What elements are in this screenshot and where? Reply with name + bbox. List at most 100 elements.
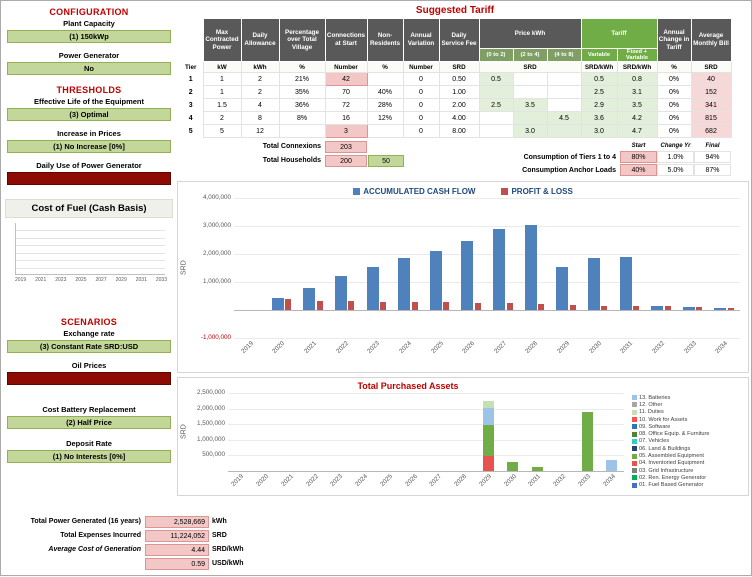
tariff-cell-p2[interactable]: 3.5	[512, 98, 548, 112]
tariff-cell-chg[interactable]: 0%	[656, 124, 692, 138]
tariff-cell-kw[interactable]: 1	[202, 85, 242, 99]
summary-value[interactable]: 4.44	[145, 543, 209, 556]
increase-prices-select[interactable]: (1) No Increase [0%]	[7, 140, 171, 153]
tariff-cell-pct[interactable]: 21%	[278, 72, 326, 86]
tariff-cell-kwh[interactable]: 8	[240, 111, 280, 125]
tariff-cell-bill[interactable]: 341	[690, 98, 732, 112]
consumption-value[interactable]: 40%	[620, 164, 657, 176]
summary-value[interactable]: 2,528,669	[145, 515, 209, 528]
consumption-value[interactable]: 5.0%	[657, 164, 694, 176]
fuel-cost-chart[interactable]	[15, 223, 165, 275]
tariff-cell-p2[interactable]	[512, 72, 548, 86]
total-connexions-value[interactable]: 203	[325, 140, 367, 153]
tariff-cell-chg[interactable]: 0%	[656, 85, 692, 99]
summary-value[interactable]: 11,224,052	[145, 529, 209, 542]
tariff-cell-bill[interactable]: 152	[690, 85, 732, 99]
tariff-cell-p1[interactable]	[478, 111, 514, 125]
tariff-cell-tier[interactable]: 4	[188, 114, 193, 122]
tariff-cell-kwh[interactable]: 2	[240, 72, 280, 86]
tariff-cell-fee[interactable]: 4.00	[438, 111, 480, 125]
tariff-cell-tier[interactable]: 5	[188, 127, 193, 135]
tariff-cell-p2[interactable]	[512, 111, 548, 125]
tariff-cell-p3[interactable]: 4.5	[546, 111, 582, 125]
tariff-cell-nonres[interactable]	[366, 72, 404, 86]
effective-life-select[interactable]: (3) Optimal	[7, 108, 171, 121]
consumption-value[interactable]: 87%	[694, 164, 731, 176]
tariff-cell-annvar[interactable]: 0	[402, 72, 440, 86]
tariff-cell-variable[interactable]: 3.0	[580, 124, 618, 138]
tariff-cell-kw[interactable]: 1.5	[202, 98, 242, 112]
tariff-cell-p3[interactable]	[546, 85, 582, 99]
tariff-cell-fixed_variable[interactable]: 3.1	[616, 85, 658, 99]
tariff-cell-nonres[interactable]: 28%	[366, 98, 404, 112]
tariff-cell-bill[interactable]: 815	[690, 111, 732, 125]
consumption-value[interactable]: 80%	[620, 151, 657, 163]
tariff-cell-fixed_variable[interactable]: 3.5	[616, 98, 658, 112]
tariff-cell-fee[interactable]: 2.00	[438, 98, 480, 112]
assets-chart[interactable]: Total Purchased Assets SRD 2,500,000 2,00…	[177, 377, 749, 496]
exchange-rate-select[interactable]: (3) Constant Rate SRD:USD	[7, 340, 171, 353]
tariff-cell-p3[interactable]	[546, 98, 582, 112]
tariff-cell-conn[interactable]: 72	[324, 98, 368, 112]
tariff-cell-p1[interactable]	[478, 124, 514, 138]
tariff-cell-kwh[interactable]: 2	[240, 85, 280, 99]
tariff-cell-annvar[interactable]: 0	[402, 124, 440, 138]
tariff-cell-pct[interactable]: 8%	[278, 111, 326, 125]
tariff-cell-chg[interactable]: 0%	[656, 72, 692, 86]
consumption-value[interactable]: 94%	[694, 151, 731, 163]
tariff-cell-p3[interactable]	[546, 72, 582, 86]
tariff-cell-kw[interactable]: 5	[202, 124, 242, 138]
tariff-cell-variable[interactable]: 0.5	[580, 72, 618, 86]
summary-value[interactable]: 0.59	[145, 557, 209, 570]
tariff-cell-annvar[interactable]: 0	[402, 98, 440, 112]
tariff-cell-p3[interactable]	[546, 124, 582, 138]
tariff-cell-p1[interactable]: 0.5	[478, 72, 514, 86]
tariff-cell-p1[interactable]	[478, 85, 514, 99]
daily-generator-select[interactable]	[7, 172, 171, 185]
tariff-cell-fee[interactable]: 8.00	[438, 124, 480, 138]
tariff-cell-fixed_variable[interactable]: 4.7	[616, 124, 658, 138]
tariff-cell-fixed_variable[interactable]: 4.2	[616, 111, 658, 125]
tariff-cell-tier[interactable]: 2	[188, 88, 193, 96]
tariff-cell-annvar[interactable]: 0	[402, 85, 440, 99]
total-households-value[interactable]: 200	[325, 154, 367, 167]
tariff-cell-chg[interactable]: 0%	[656, 111, 692, 125]
total-households-extra[interactable]: 50	[368, 154, 404, 167]
tariff-cell-bill[interactable]: 40	[690, 72, 732, 86]
tariff-cell-kw[interactable]: 2	[202, 111, 242, 125]
tariff-cell-p2[interactable]: 3.0	[512, 124, 548, 138]
plant-capacity-select[interactable]: (1) 150kWp	[7, 30, 171, 43]
tariff-cell-bill[interactable]: 682	[690, 124, 732, 138]
tariff-cell-conn[interactable]: 3	[324, 124, 368, 138]
tariff-cell-p1[interactable]: 2.5	[478, 98, 514, 112]
battery-replacement-select[interactable]: (2) Half Price	[7, 416, 171, 429]
tariff-cell-chg[interactable]: 0%	[656, 98, 692, 112]
tariff-cell-conn[interactable]: 70	[324, 85, 368, 99]
tariff-cell-conn[interactable]: 42	[324, 72, 368, 86]
tariff-cell-annvar[interactable]: 0	[402, 111, 440, 125]
tariff-cell-nonres[interactable]: 12%	[366, 111, 404, 125]
tariff-cell-p2[interactable]	[512, 85, 548, 99]
tariff-cell-pct[interactable]	[278, 124, 326, 138]
consumption-value[interactable]: 1.0%	[657, 151, 694, 163]
tariff-cell-fee[interactable]: 0.50	[438, 72, 480, 86]
tariff-cell-tier[interactable]: 1	[188, 75, 193, 83]
tariff-cell-variable[interactable]: 3.6	[580, 111, 618, 125]
tariff-cell-fee[interactable]: 1.00	[438, 85, 480, 99]
tariff-cell-pct[interactable]: 36%	[278, 98, 326, 112]
tariff-cell-fixed_variable[interactable]: 0.8	[616, 72, 658, 86]
oil-prices-select[interactable]	[7, 372, 171, 385]
tariff-cell-nonres[interactable]: 40%	[366, 85, 404, 99]
tariff-cell-conn[interactable]: 16	[324, 111, 368, 125]
tariff-cell-variable[interactable]: 2.5	[580, 85, 618, 99]
deposit-rate-select[interactable]: (1) No Interests [0%]	[7, 450, 171, 463]
tariff-cell-kwh[interactable]: 12	[240, 124, 280, 138]
power-generator-select[interactable]: No	[7, 62, 171, 75]
tariff-cell-kwh[interactable]: 4	[240, 98, 280, 112]
tariff-cell-kw[interactable]: 1	[202, 72, 242, 86]
cashflow-chart[interactable]: ACCUMULATED CASH FLOW PROFIT & LOSS SRD 4…	[177, 181, 749, 373]
tariff-cell-variable[interactable]: 2.9	[580, 98, 618, 112]
tariff-cell-tier[interactable]: 3	[188, 101, 193, 109]
tariff-cell-nonres[interactable]	[366, 124, 404, 138]
tariff-cell-pct[interactable]: 35%	[278, 85, 326, 99]
